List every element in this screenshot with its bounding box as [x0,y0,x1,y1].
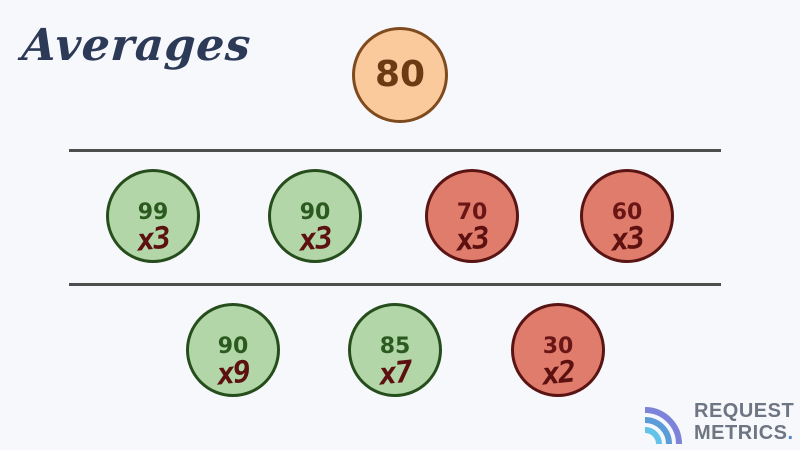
logo-line-2: METRICS. [694,422,794,444]
overall-average-value: 80 [374,54,426,95]
circle-value: 85 [379,334,411,359]
row1-circle-1: 99 x3 [106,169,200,263]
circle-value: 60 [611,200,643,225]
divider-bottom [69,283,721,286]
circle-value: 30 [542,334,574,359]
logo-dot: . [787,422,794,444]
circle-value: 90 [217,334,249,359]
row1-circle-3: 70 x3 [425,169,519,263]
overall-average-circle: 80 [352,27,448,123]
logo-line-1: REQUEST [694,400,795,422]
page-title: Averages [20,20,253,71]
row1-circle-4: 60 x3 [580,169,674,263]
row2-circle-1: 90 x9 [186,303,280,397]
circle-value: 90 [299,200,331,225]
row1-circle-2: 90 x3 [268,169,362,263]
row2-circle-2: 85 x7 [348,303,442,397]
row2-circle-3: 30 x2 [511,303,605,397]
request-metrics-logo-text: REQUEST METRICS. [694,400,794,444]
circle-value: 70 [456,200,488,225]
request-metrics-logo-icon [644,407,682,445]
circle-value: 99 [137,200,169,225]
divider-top [69,149,721,152]
